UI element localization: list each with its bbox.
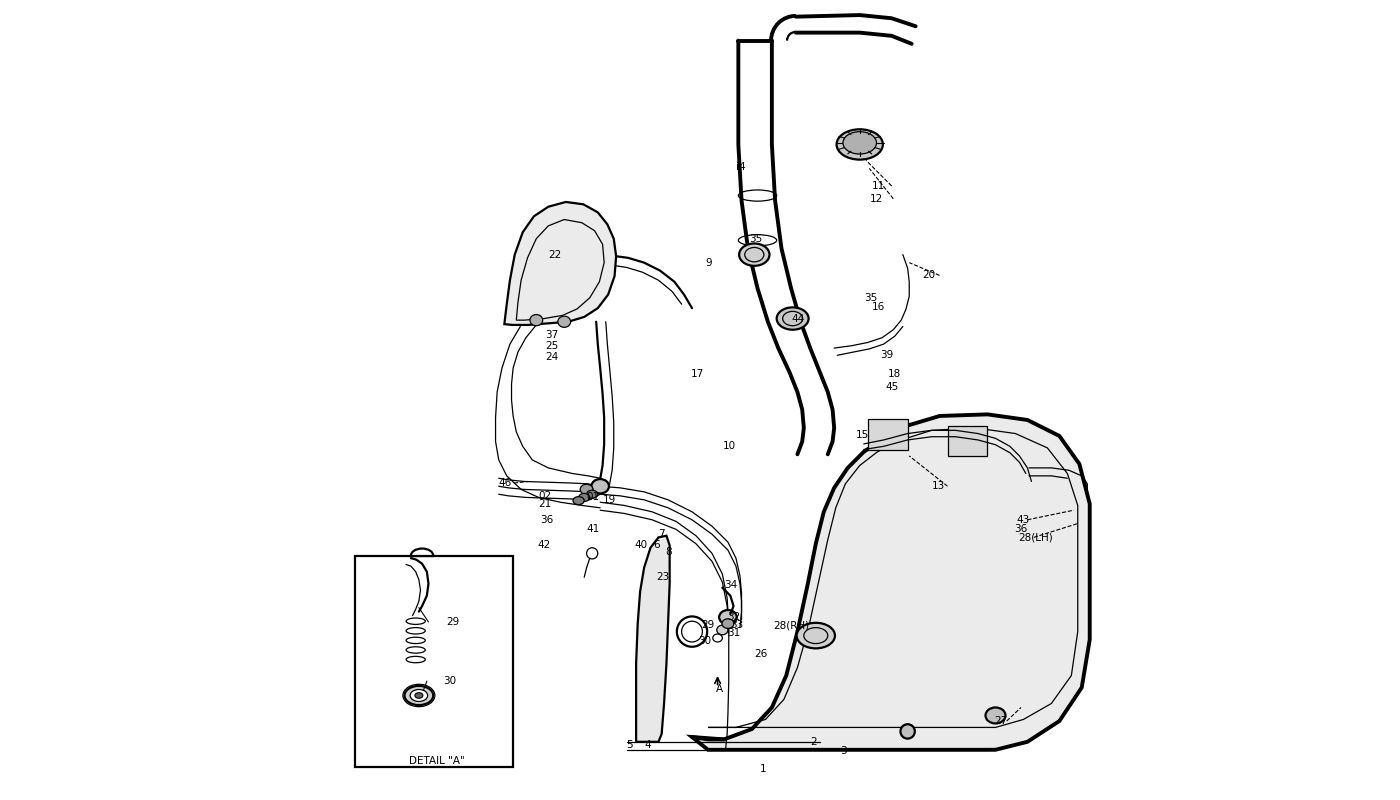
Text: 21: 21 <box>539 499 552 509</box>
Text: 3: 3 <box>840 746 847 756</box>
Text: 26: 26 <box>755 649 767 659</box>
Text: 15: 15 <box>855 430 869 440</box>
Ellipse shape <box>722 619 734 629</box>
Text: 29: 29 <box>447 617 459 627</box>
Bar <box>948 426 987 456</box>
Ellipse shape <box>777 307 809 330</box>
Ellipse shape <box>573 497 584 505</box>
Ellipse shape <box>900 724 914 738</box>
Ellipse shape <box>580 484 594 494</box>
Bar <box>868 419 907 450</box>
Text: 13: 13 <box>931 482 945 491</box>
Text: 46: 46 <box>498 478 512 488</box>
Ellipse shape <box>410 690 427 702</box>
Text: 4: 4 <box>644 740 651 750</box>
Text: 40: 40 <box>634 540 648 550</box>
Text: 6: 6 <box>654 540 661 550</box>
Ellipse shape <box>986 707 1005 723</box>
Text: 1: 1 <box>760 764 767 774</box>
Text: 35: 35 <box>865 293 878 302</box>
Text: 10: 10 <box>722 442 735 451</box>
Polygon shape <box>636 536 669 742</box>
Text: 45: 45 <box>885 382 899 392</box>
Text: 16: 16 <box>872 302 885 312</box>
Text: 43: 43 <box>1016 514 1029 525</box>
Text: 39: 39 <box>881 350 893 360</box>
Text: 44: 44 <box>791 314 804 323</box>
Text: 20: 20 <box>923 270 935 281</box>
Text: 2: 2 <box>811 737 816 747</box>
Text: 34: 34 <box>724 580 738 590</box>
Text: 18: 18 <box>888 370 902 379</box>
Text: 29: 29 <box>701 620 715 630</box>
Text: 32: 32 <box>727 612 741 622</box>
Text: 01: 01 <box>587 493 599 502</box>
Ellipse shape <box>837 130 883 160</box>
Text: 31: 31 <box>727 628 741 638</box>
Text: 42: 42 <box>538 540 550 550</box>
Ellipse shape <box>717 626 728 634</box>
Text: 12: 12 <box>871 194 883 204</box>
Bar <box>356 556 514 767</box>
Text: 37: 37 <box>545 330 559 339</box>
Polygon shape <box>504 202 616 325</box>
Ellipse shape <box>591 479 609 494</box>
Ellipse shape <box>720 610 736 625</box>
Ellipse shape <box>578 494 589 502</box>
Text: 19: 19 <box>602 495 616 505</box>
Text: 8: 8 <box>665 546 672 557</box>
Text: 28(LH): 28(LH) <box>1018 532 1053 542</box>
Text: 28(RH): 28(RH) <box>773 620 809 630</box>
Text: A: A <box>715 684 722 694</box>
Ellipse shape <box>843 132 876 154</box>
Ellipse shape <box>557 316 571 327</box>
Text: 35: 35 <box>749 234 763 244</box>
Text: 24: 24 <box>545 352 559 362</box>
Ellipse shape <box>587 490 598 498</box>
Ellipse shape <box>797 623 834 648</box>
Ellipse shape <box>739 243 770 266</box>
Text: 30: 30 <box>699 636 711 646</box>
Ellipse shape <box>405 686 433 705</box>
Text: 22: 22 <box>549 250 561 260</box>
Text: 17: 17 <box>690 370 704 379</box>
Text: 27: 27 <box>994 716 1007 726</box>
Polygon shape <box>692 414 1089 750</box>
Ellipse shape <box>529 314 543 326</box>
Text: 11: 11 <box>872 181 885 191</box>
Text: 23: 23 <box>657 572 669 582</box>
Ellipse shape <box>414 693 423 698</box>
Text: i4: i4 <box>736 162 746 172</box>
Text: 33: 33 <box>731 620 743 630</box>
Text: DETAIL "A": DETAIL "A" <box>409 756 465 766</box>
Text: 41: 41 <box>587 524 599 534</box>
Text: 25: 25 <box>545 341 559 350</box>
Text: 30: 30 <box>442 676 456 686</box>
Text: 7: 7 <box>658 529 665 539</box>
Text: 5: 5 <box>627 740 633 750</box>
Text: 36: 36 <box>540 514 553 525</box>
Text: 36: 36 <box>1015 524 1028 534</box>
Text: 9: 9 <box>706 258 713 268</box>
Text: 02: 02 <box>539 491 552 501</box>
